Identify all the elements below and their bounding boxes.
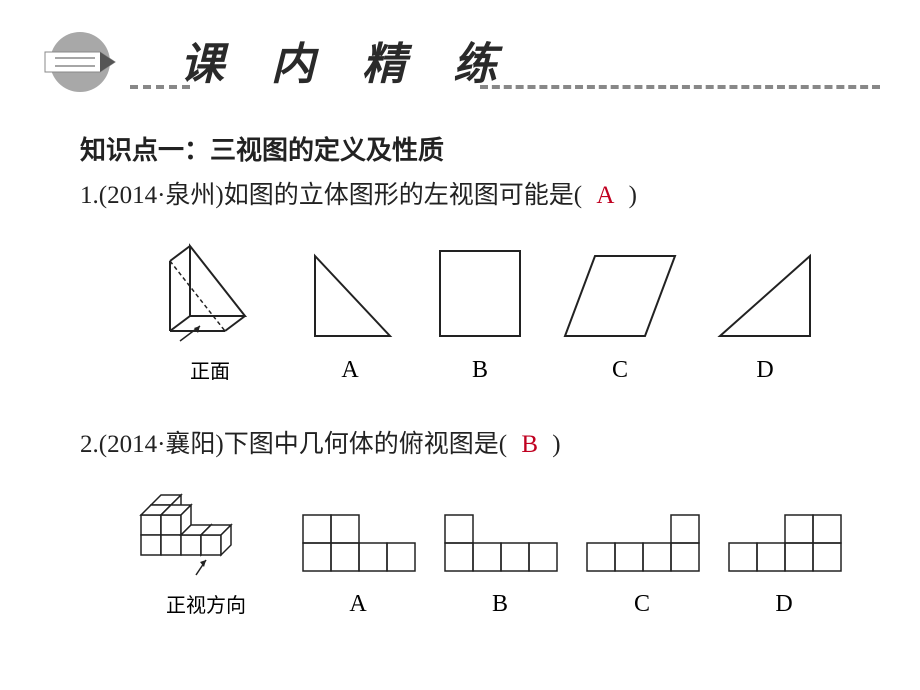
q2-option-c: C — [582, 510, 702, 618]
q1-label-d: D — [710, 357, 820, 384]
question-2: 2.(2014·襄阳)下图中几何体的俯视图是( B ) — [80, 424, 850, 460]
q1-option-a: A — [300, 246, 400, 384]
q1-figures: 正面 A B C D — [120, 236, 850, 384]
q1-option-c: C — [560, 246, 680, 384]
q2-label-a: A — [298, 591, 418, 618]
divider-left — [130, 85, 190, 89]
q2-answer: B — [521, 431, 538, 458]
pencil-icon — [30, 30, 130, 99]
q2-figures: 正视方向 A — [130, 480, 850, 618]
q1-suffix: ) — [629, 182, 637, 209]
q1-label-c: C — [560, 357, 680, 384]
divider-right — [480, 85, 880, 89]
q1-option-b: B — [430, 246, 530, 384]
q2-text: 2.(2014·襄阳)下图中几何体的俯视图是( — [80, 431, 507, 458]
q2-solid-figure: 正视方向 — [136, 480, 276, 618]
q1-main-label: 正面 — [150, 355, 270, 384]
q1-solid-figure: 正面 — [150, 236, 270, 384]
q1-label-b: B — [430, 357, 530, 384]
q2-option-d: D — [724, 510, 844, 618]
page-title: 课 内 精 练 — [180, 28, 515, 92]
q2-main-label: 正视方向 — [136, 589, 276, 618]
q2-option-b: B — [440, 510, 560, 618]
header: 课 内 精 练 — [0, 0, 920, 100]
q1-text: 1.(2014·泉州)如图的立体图形的左视图可能是( — [80, 182, 582, 209]
q1-label-a: A — [300, 357, 400, 384]
content: 知识点一：三视图的定义及性质 1.(2014·泉州)如图的立体图形的左视图可能是… — [0, 100, 920, 618]
q2-suffix: ) — [552, 431, 560, 458]
q1-option-d: D — [710, 246, 820, 384]
knowledge-point-label: 知识点一：三视图的定义及性质 — [80, 130, 850, 167]
q2-label-b: B — [440, 591, 560, 618]
q2-label-d: D — [724, 591, 844, 618]
q2-label-c: C — [582, 591, 702, 618]
question-1: 1.(2014·泉州)如图的立体图形的左视图可能是( A ) — [80, 175, 850, 211]
q2-option-a: A — [298, 510, 418, 618]
q1-answer: A — [596, 182, 614, 209]
